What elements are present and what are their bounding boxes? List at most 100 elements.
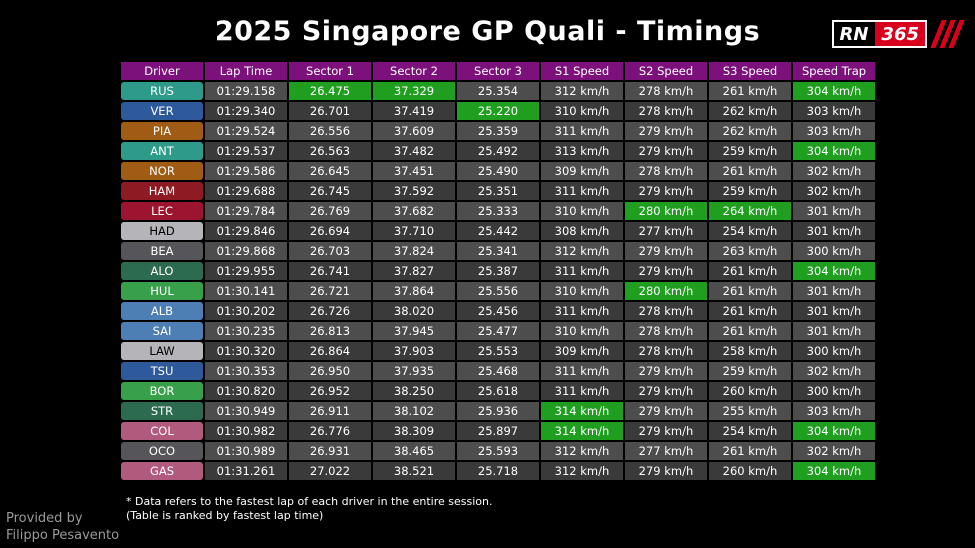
timing-cell: 279 km/h: [625, 422, 707, 440]
timing-cell: 261 km/h: [709, 82, 791, 100]
timing-cell: 301 km/h: [793, 222, 875, 240]
table-row: ANT 01:29.537 26.563 37.482 25.492 313 km/h 27…: [121, 142, 875, 160]
timing-cell: 314 km/h: [541, 422, 623, 440]
page-title: 2025 Singapore GP Quali - Timings: [214, 16, 761, 47]
timing-cell: 01:30.320: [205, 342, 287, 360]
timing-cell: 277 km/h: [625, 442, 707, 460]
timing-cell: 264 km/h: [709, 202, 791, 220]
timing-cell: 310 km/h: [541, 202, 623, 220]
column-header: Speed Trap: [793, 62, 875, 80]
table-row: NOR 01:29.586 26.645 37.451 25.490 309 km/h 27…: [121, 162, 875, 180]
timing-cell: 311 km/h: [541, 382, 623, 400]
table-row: VER 01:29.340 26.701 37.419 25.220 310 km/h 27…: [121, 102, 875, 120]
column-header: Sector 1: [289, 62, 371, 80]
timing-cell: 25.553: [457, 342, 539, 360]
timing-cell: 254 km/h: [709, 222, 791, 240]
table-row: ALO 01:29.955 26.741 37.827 25.387 311 km/h 27…: [121, 262, 875, 280]
driver-cell: ALB: [121, 302, 203, 320]
footnote-line-1: * Data refers to the fastest lap of each…: [126, 495, 493, 508]
timing-cell: 37.945: [373, 322, 455, 340]
rn365-logo: RN 365: [832, 20, 965, 48]
column-header: Driver: [121, 62, 203, 80]
timing-cell: 304 km/h: [793, 262, 875, 280]
timing-cell: 01:29.158: [205, 82, 287, 100]
timing-cell: 258 km/h: [709, 342, 791, 360]
timing-cell: 254 km/h: [709, 422, 791, 440]
timing-cell: 38.465: [373, 442, 455, 460]
timing-cell: 260 km/h: [709, 382, 791, 400]
table-row: BEA 01:29.868 26.703 37.824 25.341 312 km/h 27…: [121, 242, 875, 260]
timing-cell: 25.456: [457, 302, 539, 320]
timing-cell: 304 km/h: [793, 462, 875, 480]
timing-cell: 26.645: [289, 162, 371, 180]
table-row: OCO 01:30.989 26.931 38.465 25.593 312 km/h 27…: [121, 442, 875, 460]
credit-line-1: Provided by: [6, 511, 83, 527]
driver-cell: HAM: [121, 182, 203, 200]
timing-cell: 25.220: [457, 102, 539, 120]
timing-cell: 01:29.688: [205, 182, 287, 200]
timing-cell: 37.935: [373, 362, 455, 380]
timing-cell: 01:30.949: [205, 402, 287, 420]
timings-table: Driver Lap Time Sector 1 Sector 2 Sector 3 S1…: [119, 60, 877, 482]
timing-cell: 25.477: [457, 322, 539, 340]
timing-cell: 259 km/h: [709, 142, 791, 160]
timing-cell: 37.329: [373, 82, 455, 100]
timing-cell: 01:30.353: [205, 362, 287, 380]
timing-cell: 278 km/h: [625, 102, 707, 120]
column-header: S3 Speed: [709, 62, 791, 80]
timing-cell: 25.718: [457, 462, 539, 480]
driver-cell: BEA: [121, 242, 203, 260]
timing-cell: 280 km/h: [625, 202, 707, 220]
timing-cell: 302 km/h: [793, 362, 875, 380]
timing-cell: 309 km/h: [541, 162, 623, 180]
timing-cell: 313 km/h: [541, 142, 623, 160]
timing-cell: 01:29.784: [205, 202, 287, 220]
timing-cell: 278 km/h: [625, 82, 707, 100]
credit-line-2: Filippo Pesavento: [6, 528, 120, 544]
timing-cell: 279 km/h: [625, 242, 707, 260]
timing-cell: 278 km/h: [625, 302, 707, 320]
timing-cell: 303 km/h: [793, 102, 875, 120]
timing-cell: 37.682: [373, 202, 455, 220]
timing-cell: 301 km/h: [793, 282, 875, 300]
timing-cell: 304 km/h: [793, 82, 875, 100]
table-row: RUS 01:29.158 26.475 37.329 25.354 312 km/h 27…: [121, 82, 875, 100]
timing-cell: 280 km/h: [625, 282, 707, 300]
table-row: BOR 01:30.820 26.952 38.250 25.618 311 km/h 27…: [121, 382, 875, 400]
timing-cell: 308 km/h: [541, 222, 623, 240]
table-row: COL 01:30.982 26.776 38.309 25.897 314 km/h 27…: [121, 422, 875, 440]
timing-cell: 311 km/h: [541, 302, 623, 320]
timing-cell: 26.745: [289, 182, 371, 200]
timing-cell: 302 km/h: [793, 442, 875, 460]
timing-cell: 303 km/h: [793, 402, 875, 420]
timing-cell: 261 km/h: [709, 322, 791, 340]
timing-cell: 279 km/h: [625, 382, 707, 400]
timing-cell: 310 km/h: [541, 322, 623, 340]
timing-cell: 310 km/h: [541, 102, 623, 120]
timing-cell: 26.726: [289, 302, 371, 320]
timing-cell: 279 km/h: [625, 262, 707, 280]
driver-cell: ANT: [121, 142, 203, 160]
table-row: TSU 01:30.353 26.950 37.935 25.468 311 km/h 27…: [121, 362, 875, 380]
timing-cell: 312 km/h: [541, 462, 623, 480]
driver-cell: HUL: [121, 282, 203, 300]
timing-cell: 301 km/h: [793, 202, 875, 220]
timing-cell: 01:30.982: [205, 422, 287, 440]
timing-cell: 26.813: [289, 322, 371, 340]
driver-cell: OCO: [121, 442, 203, 460]
driver-cell: VER: [121, 102, 203, 120]
timing-cell: 25.333: [457, 202, 539, 220]
timing-cell: 26.701: [289, 102, 371, 120]
column-header: Sector 2: [373, 62, 455, 80]
table-row: HUL 01:30.141 26.721 37.864 25.556 310 km/h 28…: [121, 282, 875, 300]
timing-cell: 01:30.820: [205, 382, 287, 400]
logo-rn-text: RN: [834, 22, 876, 46]
timing-cell: 300 km/h: [793, 342, 875, 360]
table-row: STR 01:30.949 26.911 38.102 25.936 314 km/h 27…: [121, 402, 875, 420]
table-row: ALB 01:30.202 26.726 38.020 25.456 311 km/h 27…: [121, 302, 875, 320]
timing-cell: 277 km/h: [625, 222, 707, 240]
column-header: Lap Time: [205, 62, 287, 80]
timing-cell: 255 km/h: [709, 402, 791, 420]
timing-cell: 37.827: [373, 262, 455, 280]
